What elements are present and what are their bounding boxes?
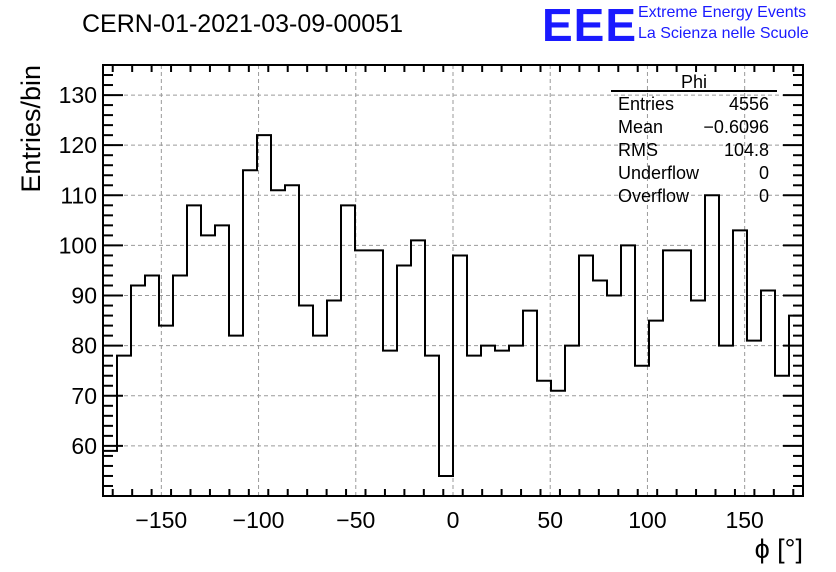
- x-axis-title: ϕ [°]: [755, 534, 803, 564]
- histogram-bin: [173, 275, 187, 496]
- y-tick-labels: 60 70 80 90 100 110 120 130: [59, 82, 97, 459]
- y-axis-title: Entries/bin: [16, 65, 46, 193]
- x-tick-label: −100: [233, 507, 285, 533]
- y-tick-label: 120: [59, 132, 97, 158]
- histogram-bin: [145, 275, 159, 496]
- histogram-bin: [131, 286, 145, 496]
- histogram-bin: [117, 356, 131, 496]
- histogram-bin: [453, 255, 467, 496]
- stats-value: 0: [759, 163, 769, 183]
- histogram-bin: [187, 205, 201, 496]
- axis-ticks: [103, 64, 803, 496]
- histogram-bin: [103, 451, 117, 496]
- histogram-bin: [439, 476, 453, 496]
- histogram-bin: [397, 265, 411, 496]
- stats-value: −0.6096: [703, 117, 769, 137]
- stats-label: Underflow: [618, 163, 700, 183]
- histogram-bin: [593, 281, 607, 497]
- x-tick-label: 100: [628, 507, 666, 533]
- histogram-bin: [537, 381, 551, 496]
- histogram-bin: [649, 321, 663, 496]
- y-tick-label: 130: [59, 82, 97, 108]
- x-tick-label: 50: [537, 507, 563, 533]
- eee-logo: EEE: [542, 0, 638, 51]
- histogram-bin: [355, 250, 369, 496]
- stats-value: 4556: [729, 94, 769, 114]
- histogram-bin: [411, 240, 425, 496]
- histogram-bin: [257, 135, 271, 496]
- histogram-bin: [327, 301, 341, 496]
- histogram-bin: [201, 235, 215, 496]
- logo-subtitle-line2: La Scienza nelle Scuole: [638, 25, 809, 42]
- stats-value: 104.8: [724, 140, 769, 160]
- y-tick-label: 60: [71, 433, 97, 459]
- x-tick-label: −50: [336, 507, 375, 533]
- histogram-bin: [551, 391, 565, 496]
- histogram-bin: [271, 190, 285, 496]
- histogram-bin: [565, 346, 579, 496]
- stats-title: Phi: [681, 72, 707, 92]
- stats-label: Entries: [618, 94, 674, 114]
- histogram-bin: [747, 341, 761, 496]
- histogram-bin: [341, 205, 355, 496]
- histogram-bin: [775, 376, 789, 496]
- histogram-bin: [635, 366, 649, 496]
- x-tick-labels: −150 −100 −50 0 50 100 150: [135, 507, 763, 533]
- histogram-bin: [299, 306, 313, 496]
- histogram-bin: [621, 245, 635, 496]
- stats-box: Phi Entries 4556 Mean −0.6096 RMS 104.8 Underf…: [611, 72, 777, 206]
- x-tick-label: 0: [447, 507, 460, 533]
- histogram-bin: [579, 255, 593, 496]
- y-tick-label: 110: [60, 182, 97, 208]
- logo-subtitle-line1: Extreme Energy Events: [638, 4, 807, 21]
- x-tick-label: −150: [135, 507, 187, 533]
- stats-label: Mean: [618, 117, 663, 137]
- stats-label: Overflow: [618, 186, 690, 206]
- histogram-bin: [383, 351, 397, 496]
- histogram-bin: [509, 346, 523, 496]
- histogram-bin: [285, 185, 299, 496]
- histogram-bin: [677, 250, 691, 496]
- histogram-step-line: [103, 134, 803, 477]
- histogram-bin: [229, 336, 243, 496]
- y-tick-label: 70: [71, 383, 97, 409]
- stats-label: RMS: [618, 140, 658, 160]
- x-tick-label: 150: [725, 507, 763, 533]
- histogram-bin: [663, 250, 677, 496]
- plot-frame: [102, 64, 804, 497]
- histogram-bin: [425, 356, 439, 496]
- run-title: CERN-01-2021-03-09-00051: [82, 10, 404, 38]
- histogram-bin: [523, 311, 537, 496]
- histogram-bin: [313, 336, 327, 496]
- histogram-bin: [243, 170, 257, 496]
- y-tick-label: 100: [59, 232, 97, 258]
- histogram-bin: [369, 250, 383, 496]
- histogram-bin: [691, 301, 705, 496]
- histogram-bin: [215, 225, 229, 496]
- histogram-bin: [495, 351, 509, 496]
- histogram-bin: [761, 291, 775, 496]
- stats-rows: Entries 4556 Mean −0.6096 RMS 104.8 Underflow 0…: [618, 94, 769, 206]
- grid-lines: [103, 65, 803, 496]
- y-tick-label: 80: [71, 333, 97, 359]
- histogram-bin: [467, 356, 481, 496]
- stats-value: 0: [759, 186, 769, 206]
- histogram-bin: [719, 346, 733, 496]
- histogram-bin: [481, 346, 495, 496]
- y-tick-label: 90: [71, 283, 97, 309]
